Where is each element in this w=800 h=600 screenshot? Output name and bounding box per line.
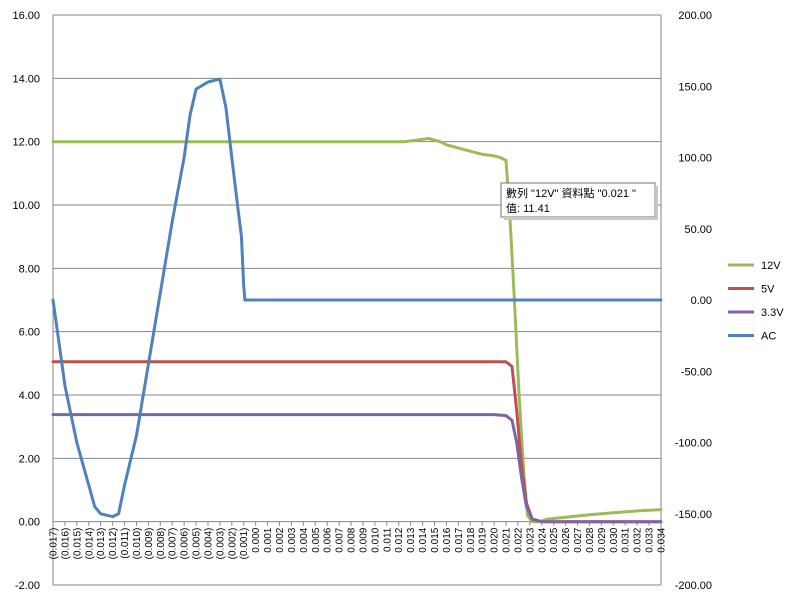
y-right-tick-label: 50.00 bbox=[684, 224, 712, 236]
x-tick-label: 0.024 bbox=[537, 527, 548, 552]
x-tick-label: 0.030 bbox=[609, 527, 620, 552]
y-axis-right: 200.00 150.00 100.00 50.00 0.00 -50.00 -100.00… bbox=[675, 10, 712, 592]
y-left-tick-label: -2.00 bbox=[15, 580, 40, 592]
x-tick-label: 0.032 bbox=[633, 527, 644, 552]
x-tick-label: 0.008 bbox=[347, 527, 358, 552]
y-left-tick-label: 8.00 bbox=[19, 263, 40, 275]
legend: 12V 5V 3.3V AC bbox=[728, 260, 784, 343]
y-right-tick-label: -50.00 bbox=[681, 366, 712, 378]
x-tick-label: 0.026 bbox=[561, 527, 572, 552]
x-axis: (0.017) (0.016) (0.015) (0.014) (0.013) (0.01… bbox=[49, 521, 668, 560]
x-tick-label: (0.001) bbox=[239, 528, 250, 560]
x-tick-label: (0.017) bbox=[49, 528, 60, 560]
x-tick-label: 0.009 bbox=[358, 527, 369, 552]
x-tick-label: (0.014) bbox=[84, 528, 95, 560]
x-tick-label: 0.018 bbox=[466, 527, 477, 552]
legend-label-3-3v: 3.3V bbox=[761, 307, 784, 319]
x-tick-label: 0.011 bbox=[382, 527, 393, 552]
x-tick-label: 0.001 bbox=[263, 527, 274, 552]
x-tick-label: (0.007) bbox=[168, 528, 179, 560]
series-line-3-3v bbox=[51, 413, 663, 524]
legend-label-5v: 5V bbox=[761, 284, 775, 296]
tooltip-shadow-bottom bbox=[504, 217, 658, 220]
x-tick-label: 0.006 bbox=[323, 527, 334, 552]
x-tick-label: (0.002) bbox=[227, 528, 238, 560]
y-left-tick-label: 6.00 bbox=[19, 327, 40, 339]
y-left-tick-label: 4.00 bbox=[19, 390, 40, 402]
x-tick-label: 0.023 bbox=[525, 527, 536, 552]
y-axis-left: 16.00 14.00 12.00 10.00 8.00 6.00 4.00 2.00 0.00… bbox=[12, 10, 40, 592]
x-tick-label: 0.019 bbox=[478, 527, 489, 552]
tooltip-shadow-right bbox=[655, 186, 658, 220]
x-tick-label: (0.009) bbox=[144, 528, 155, 560]
x-tick-label: 0.017 bbox=[454, 527, 465, 552]
x-tick-label: 0.002 bbox=[275, 527, 286, 552]
x-tick-label: (0.006) bbox=[180, 528, 191, 560]
x-tick-label: 0.015 bbox=[430, 527, 441, 552]
x-tick-label: 0.004 bbox=[299, 527, 310, 552]
x-tick-label: 0.031 bbox=[621, 527, 632, 552]
y-right-tick-label: -200.00 bbox=[675, 580, 712, 592]
series-line-ac bbox=[51, 77, 663, 519]
x-tick-label: 0.034 bbox=[657, 527, 668, 552]
x-tick-label: 0.020 bbox=[490, 527, 501, 552]
x-tick-label: 0.007 bbox=[335, 527, 346, 552]
x-tick-label: (0.012) bbox=[108, 528, 119, 560]
x-tick-label: 0.014 bbox=[418, 527, 429, 552]
x-tick-label: (0.015) bbox=[72, 528, 83, 560]
series-line-12v bbox=[51, 137, 663, 524]
legend-label-ac: AC bbox=[761, 331, 776, 343]
x-tick-label: 0.005 bbox=[311, 527, 322, 552]
tooltip-line-2: 值: 11.41 bbox=[506, 202, 550, 215]
x-tick-label: (0.011) bbox=[120, 528, 131, 559]
x-tick-label: 0.021 bbox=[502, 527, 513, 552]
y-left-tick-label: 2.00 bbox=[19, 453, 40, 465]
x-tick-label: 0.013 bbox=[406, 527, 417, 552]
y-left-tick-label: 10.00 bbox=[12, 200, 40, 212]
y-left-tick-label: 0.00 bbox=[19, 517, 40, 529]
y-left-tick-label: 14.00 bbox=[12, 73, 40, 85]
y-left-tick-label: 16.00 bbox=[12, 10, 40, 22]
y-right-tick-label: -150.00 bbox=[675, 509, 712, 521]
series-lines bbox=[51, 77, 663, 524]
x-tick-label: 0.003 bbox=[287, 527, 298, 552]
x-tick-label: (0.005) bbox=[192, 528, 203, 560]
x-tick-label: 0.028 bbox=[585, 527, 596, 552]
y-left-tick-label: 12.00 bbox=[12, 137, 40, 149]
tooltip-line-1: 數列 "12V" 資料點 "0.021 " bbox=[506, 186, 636, 200]
y-right-tick-label: 100.00 bbox=[678, 153, 712, 165]
x-tick-label: (0.016) bbox=[60, 528, 71, 560]
x-tick-label: (0.013) bbox=[96, 528, 107, 560]
legend-label-12v: 12V bbox=[761, 260, 781, 272]
x-tick-label: 0.033 bbox=[645, 527, 656, 552]
x-tick-label: 0.010 bbox=[370, 527, 381, 552]
x-tick-label: 0.016 bbox=[442, 527, 453, 552]
x-tick-label: 0.029 bbox=[597, 527, 608, 552]
y-right-tick-label: 200.00 bbox=[678, 10, 712, 22]
x-tick-label: 0.012 bbox=[394, 527, 405, 552]
x-tick-label: 0.000 bbox=[251, 527, 262, 552]
x-tick-label: (0.004) bbox=[203, 528, 214, 560]
y-right-tick-label: 150.00 bbox=[678, 81, 712, 93]
x-tick-label: 0.022 bbox=[513, 527, 524, 552]
data-point-tooltip: 數列 "12V" 資料點 "0.021 " 值: 11.41 bbox=[500, 182, 658, 220]
x-tick-label: 0.025 bbox=[549, 527, 560, 552]
x-tick-label: (0.008) bbox=[156, 528, 167, 560]
x-tick-label: (0.010) bbox=[132, 528, 143, 560]
y-right-tick-label: 0.00 bbox=[691, 295, 712, 307]
y-right-tick-label: -100.00 bbox=[675, 438, 712, 450]
x-tick-label: 0.027 bbox=[573, 527, 584, 552]
x-tick-label: (0.003) bbox=[215, 528, 226, 560]
